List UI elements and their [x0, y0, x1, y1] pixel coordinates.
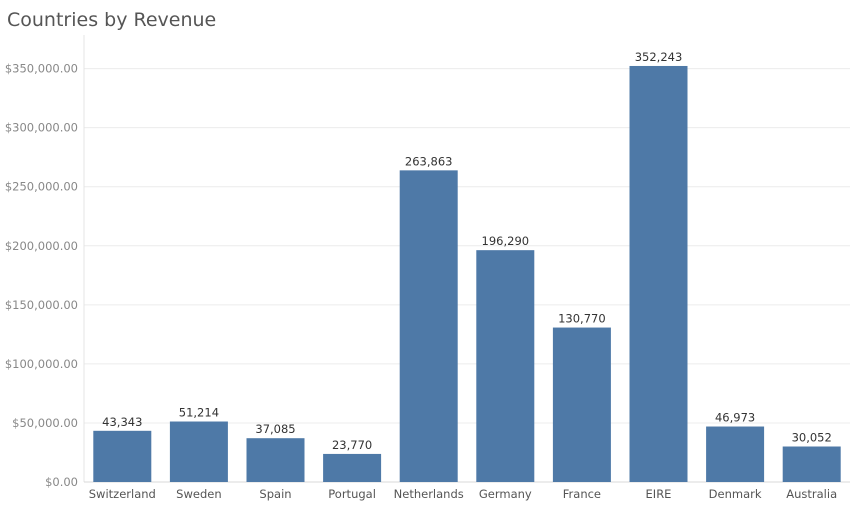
data-label: 130,770 — [558, 312, 606, 326]
data-label: 46,973 — [715, 411, 755, 425]
data-label: 30,052 — [792, 431, 832, 445]
bar-australia[interactable] — [782, 446, 841, 482]
data-label: 51,214 — [179, 406, 219, 420]
chart-title: Countries by Revenue — [7, 9, 217, 31]
y-tick-label: $350,000.00 — [5, 62, 78, 76]
data-label: 23,770 — [332, 438, 372, 452]
y-tick-label: $100,000.00 — [5, 357, 78, 371]
x-tick-label: Switzerland — [89, 487, 156, 501]
bar-eire[interactable] — [629, 65, 688, 482]
y-tick-label: $250,000.00 — [5, 180, 78, 194]
x-tick-label: Denmark — [709, 487, 762, 501]
x-tick-label: Germany — [479, 487, 532, 501]
data-label: 43,343 — [102, 415, 142, 429]
x-tick-label: Spain — [259, 487, 291, 501]
y-tick-label: $200,000.00 — [5, 239, 78, 253]
bar-switzerland[interactable] — [93, 430, 152, 482]
bar-germany[interactable] — [476, 250, 535, 482]
data-label: 196,290 — [482, 234, 530, 248]
y-tick-label: $300,000.00 — [5, 121, 78, 135]
gridlines — [84, 68, 850, 424]
data-label: 263,863 — [405, 154, 453, 168]
bar-denmark[interactable] — [706, 426, 765, 482]
x-tick-label: Sweden — [176, 487, 221, 501]
bar-spain[interactable] — [246, 438, 305, 482]
y-tick-label: $50,000.00 — [12, 416, 78, 430]
y-tick-label: $150,000.00 — [5, 298, 78, 312]
bar-portugal[interactable] — [323, 453, 382, 482]
data-label: 352,243 — [635, 50, 683, 64]
data-labels: 43,343 51,214 37,085 23,770 263,863 196,290 13… — [102, 50, 832, 452]
data-label: 37,085 — [255, 422, 295, 436]
bar-netherlands[interactable] — [399, 170, 458, 483]
y-axis-ticks: $0.00 $50,000.00 $100,000.00 $150,000.00 $20… — [5, 62, 78, 489]
x-tick-label: EIRE — [646, 487, 672, 501]
bar-sweden[interactable] — [169, 421, 228, 482]
x-tick-label: France — [563, 487, 601, 501]
x-tick-label: Australia — [786, 487, 837, 501]
x-tick-label: Portugal — [328, 487, 376, 501]
x-tick-label: Netherlands — [394, 487, 464, 501]
bars — [93, 65, 841, 483]
bar-france[interactable] — [552, 327, 611, 482]
y-tick-label: $0.00 — [45, 475, 78, 489]
x-axis-ticks: Switzerland Sweden Spain Portugal Netherland… — [89, 487, 837, 501]
